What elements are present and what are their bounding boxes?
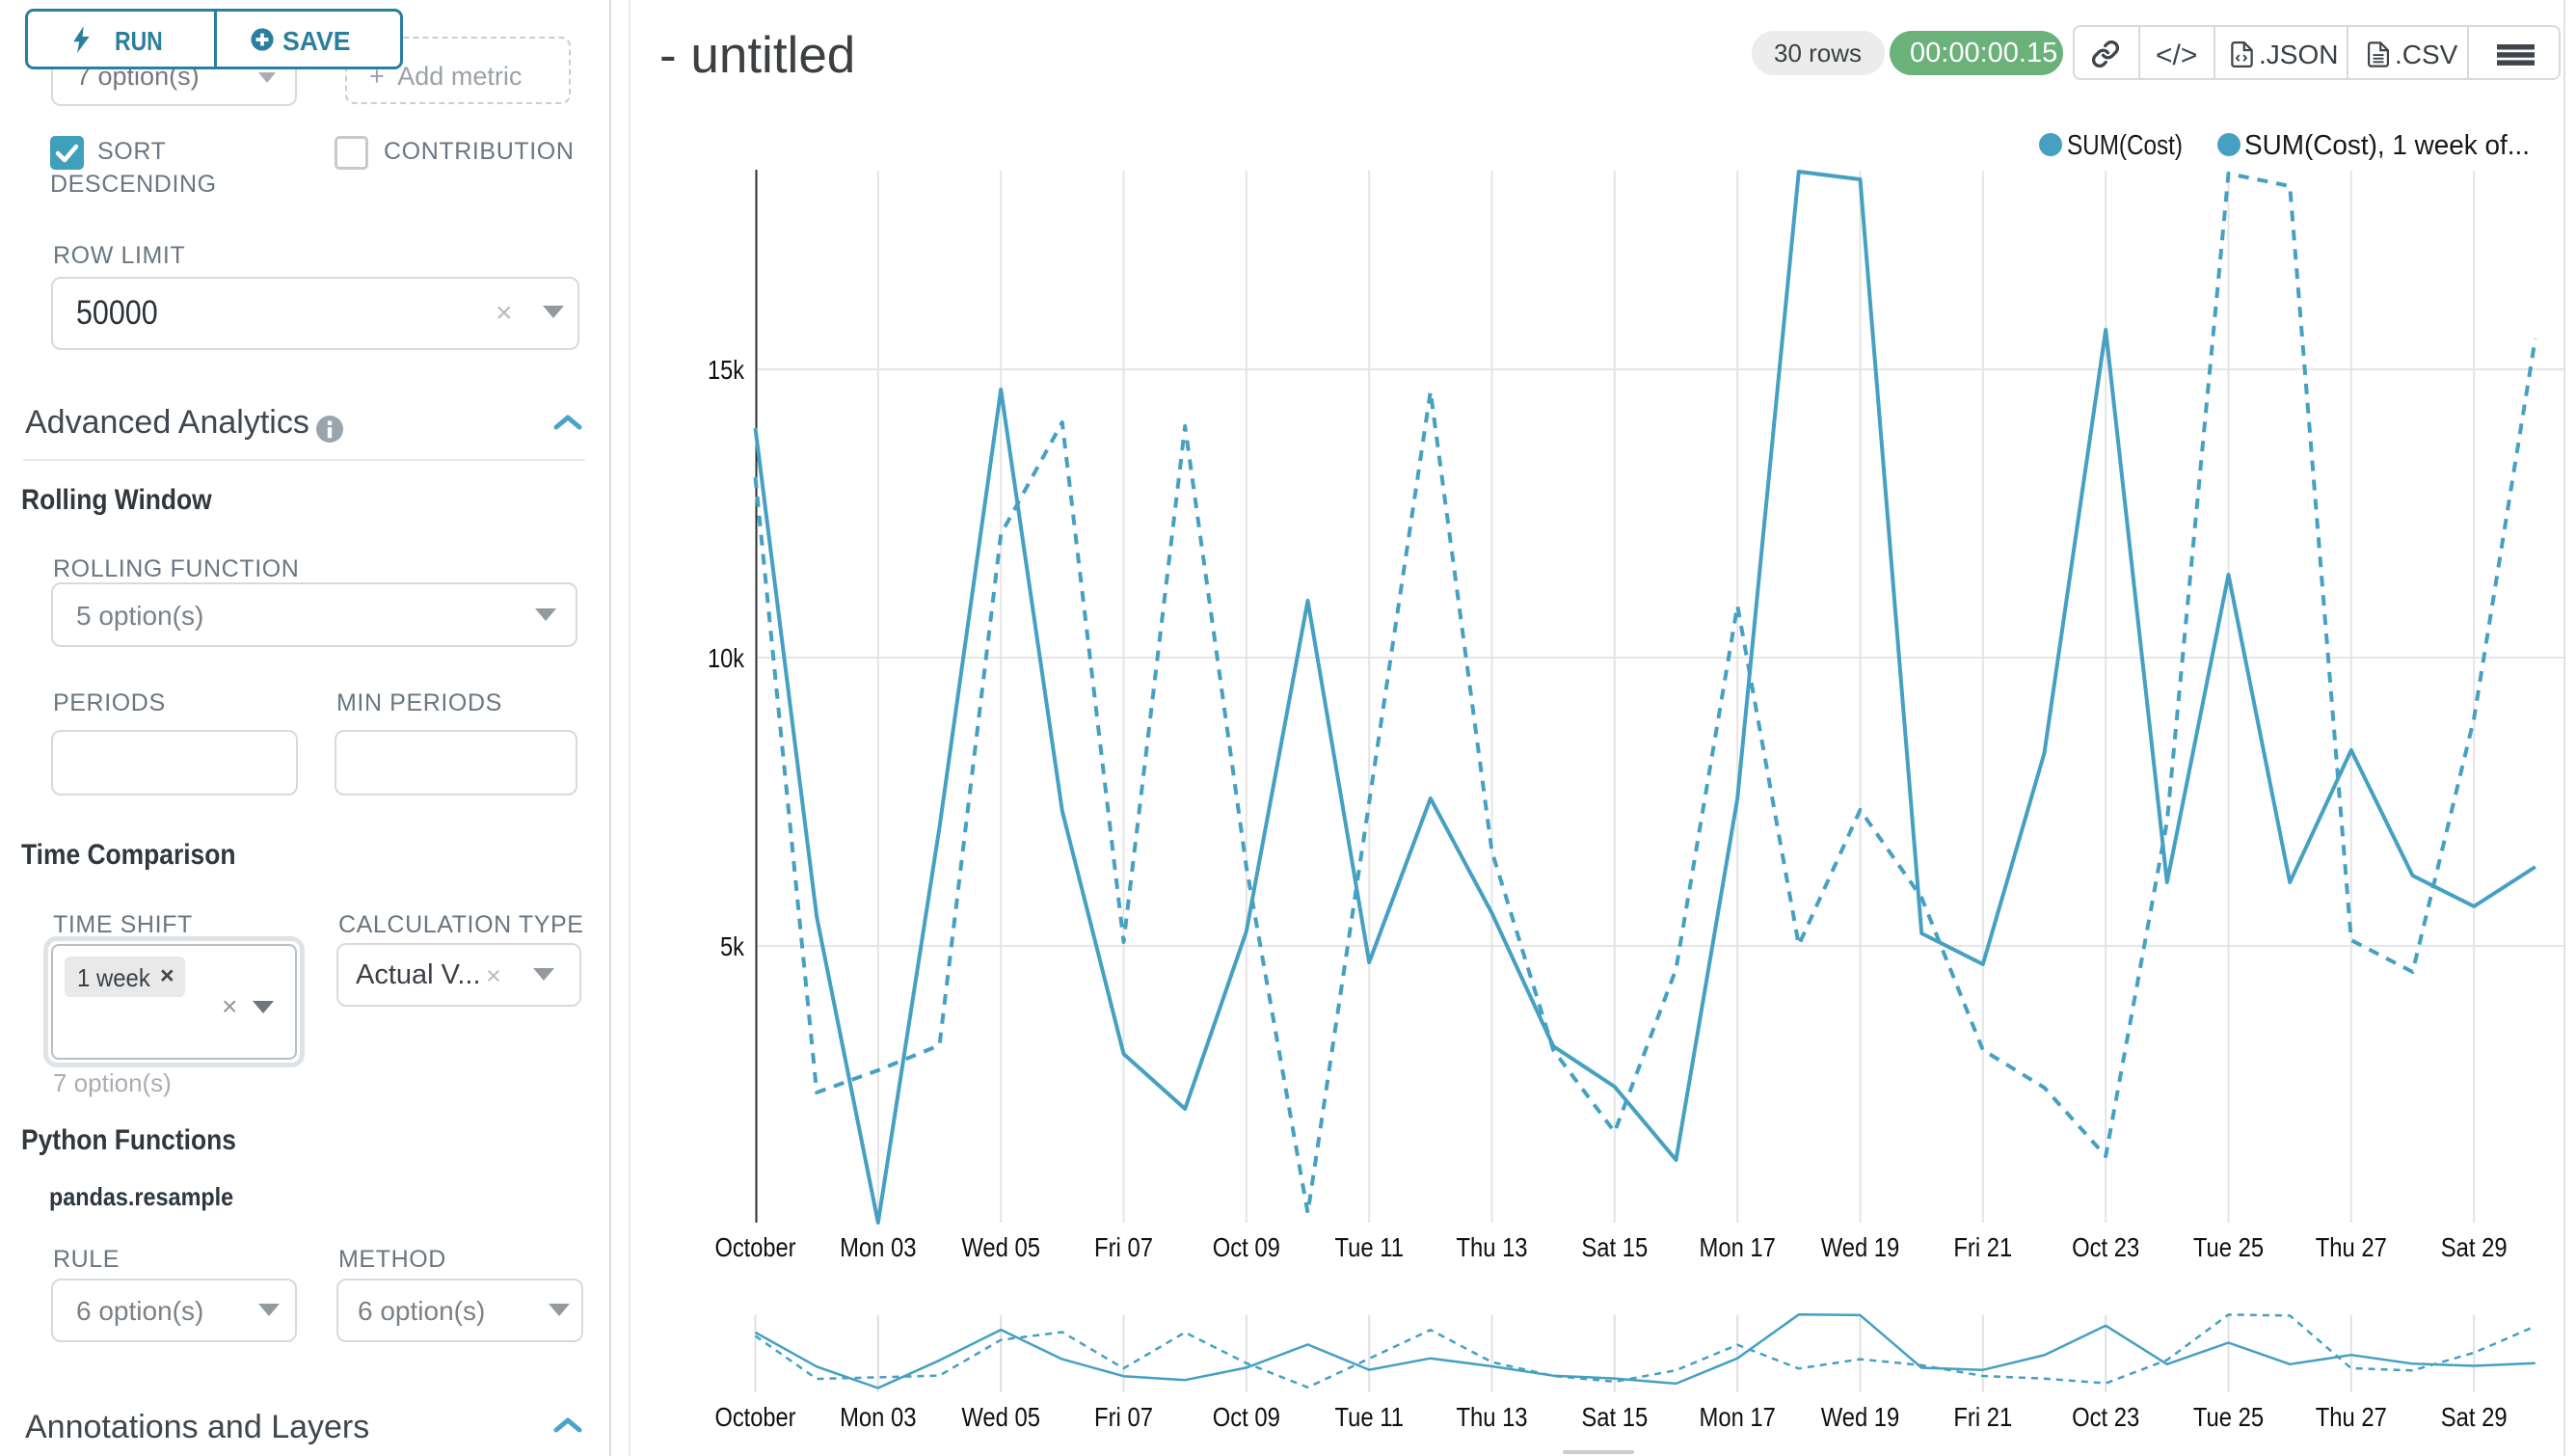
svg-text:Oct 09: Oct 09 <box>1213 1402 1280 1432</box>
svg-text:Fri 21: Fri 21 <box>1953 1402 2012 1432</box>
svg-text:10k: 10k <box>708 643 745 673</box>
svg-text:Wed 05: Wed 05 <box>961 1402 1040 1432</box>
svg-text:Oct 23: Oct 23 <box>2072 1232 2139 1262</box>
svg-text:Sat 29: Sat 29 <box>2441 1232 2508 1262</box>
svg-text:Thu 27: Thu 27 <box>2316 1402 2387 1432</box>
svg-text:October: October <box>715 1402 796 1432</box>
svg-text:Wed 19: Wed 19 <box>1821 1232 1900 1262</box>
svg-text:Mon 17: Mon 17 <box>1700 1232 1776 1262</box>
svg-text:Fri 07: Fri 07 <box>1094 1232 1153 1262</box>
svg-text:Oct 09: Oct 09 <box>1213 1232 1280 1262</box>
svg-text:Wed 05: Wed 05 <box>961 1232 1040 1262</box>
svg-text:October: October <box>715 1232 796 1262</box>
svg-text:5k: 5k <box>720 931 745 961</box>
svg-text:Thu 27: Thu 27 <box>2316 1232 2387 1262</box>
svg-text:SUM(Cost), 1 week of...: SUM(Cost), 1 week of... <box>2244 130 2530 161</box>
svg-text:Mon 17: Mon 17 <box>1700 1402 1776 1432</box>
svg-text:SUM(Cost): SUM(Cost) <box>2067 130 2183 161</box>
svg-text:Mon 03: Mon 03 <box>840 1402 916 1432</box>
svg-text:15k: 15k <box>708 355 745 385</box>
svg-text:Tue 11: Tue 11 <box>1334 1232 1404 1262</box>
svg-text:Fri 21: Fri 21 <box>1953 1232 2012 1262</box>
svg-text:Sat 29: Sat 29 <box>2441 1402 2508 1432</box>
svg-text:Tue 25: Tue 25 <box>2193 1402 2264 1432</box>
svg-text:Tue 11: Tue 11 <box>1334 1402 1404 1432</box>
svg-text:Thu 13: Thu 13 <box>1456 1232 1527 1262</box>
svg-text:Tue 25: Tue 25 <box>2193 1232 2264 1262</box>
svg-text:Thu 13: Thu 13 <box>1456 1402 1527 1432</box>
svg-text:Fri 07: Fri 07 <box>1094 1402 1153 1432</box>
svg-text:Oct 23: Oct 23 <box>2072 1402 2139 1432</box>
svg-text:Sat 15: Sat 15 <box>1581 1232 1648 1262</box>
svg-text:Wed 19: Wed 19 <box>1821 1402 1900 1432</box>
svg-text:Sat 15: Sat 15 <box>1581 1402 1648 1432</box>
svg-text:Mon 03: Mon 03 <box>840 1232 916 1262</box>
